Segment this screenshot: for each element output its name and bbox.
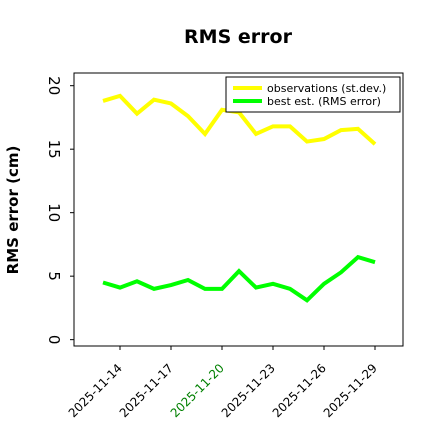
plot-area xyxy=(73,72,404,347)
x-tick-label: 2025-11-14 xyxy=(66,361,125,420)
x-tick-label: 2025-11-26 xyxy=(270,361,329,420)
legend-box xyxy=(225,76,401,113)
y-axis-label: RMS error (cm) xyxy=(4,146,22,275)
x-tick-label: 2025-11-23 xyxy=(219,361,278,420)
y-tick-label: 5 xyxy=(45,271,63,281)
legend-label-best-estimate: best est. (RMS error) xyxy=(267,95,381,108)
series-layer xyxy=(102,93,377,303)
x-tick-label: 2025-11-17 xyxy=(117,361,176,420)
x-tick-label: 2025-11-20 xyxy=(168,361,227,420)
legend-label-observations: observations (st.dev.) xyxy=(267,82,386,95)
y-tick-label: 10 xyxy=(45,203,63,222)
y-tick-label: 15 xyxy=(45,140,63,159)
chart-title: RMS error xyxy=(184,26,293,48)
y-tick-label: 0 xyxy=(45,335,63,345)
y-axis: 0 5 10 15 20 xyxy=(45,76,74,344)
x-tick-label: 2025-11-29 xyxy=(321,361,380,420)
y-tick-label: 20 xyxy=(45,76,63,95)
legend: observations (st.dev.) best est. (RMS er… xyxy=(225,76,401,113)
x-axis: 2025-11-142025-11-172025-11-202025-11-23… xyxy=(66,346,380,420)
series-line-best-estimate xyxy=(102,254,376,303)
